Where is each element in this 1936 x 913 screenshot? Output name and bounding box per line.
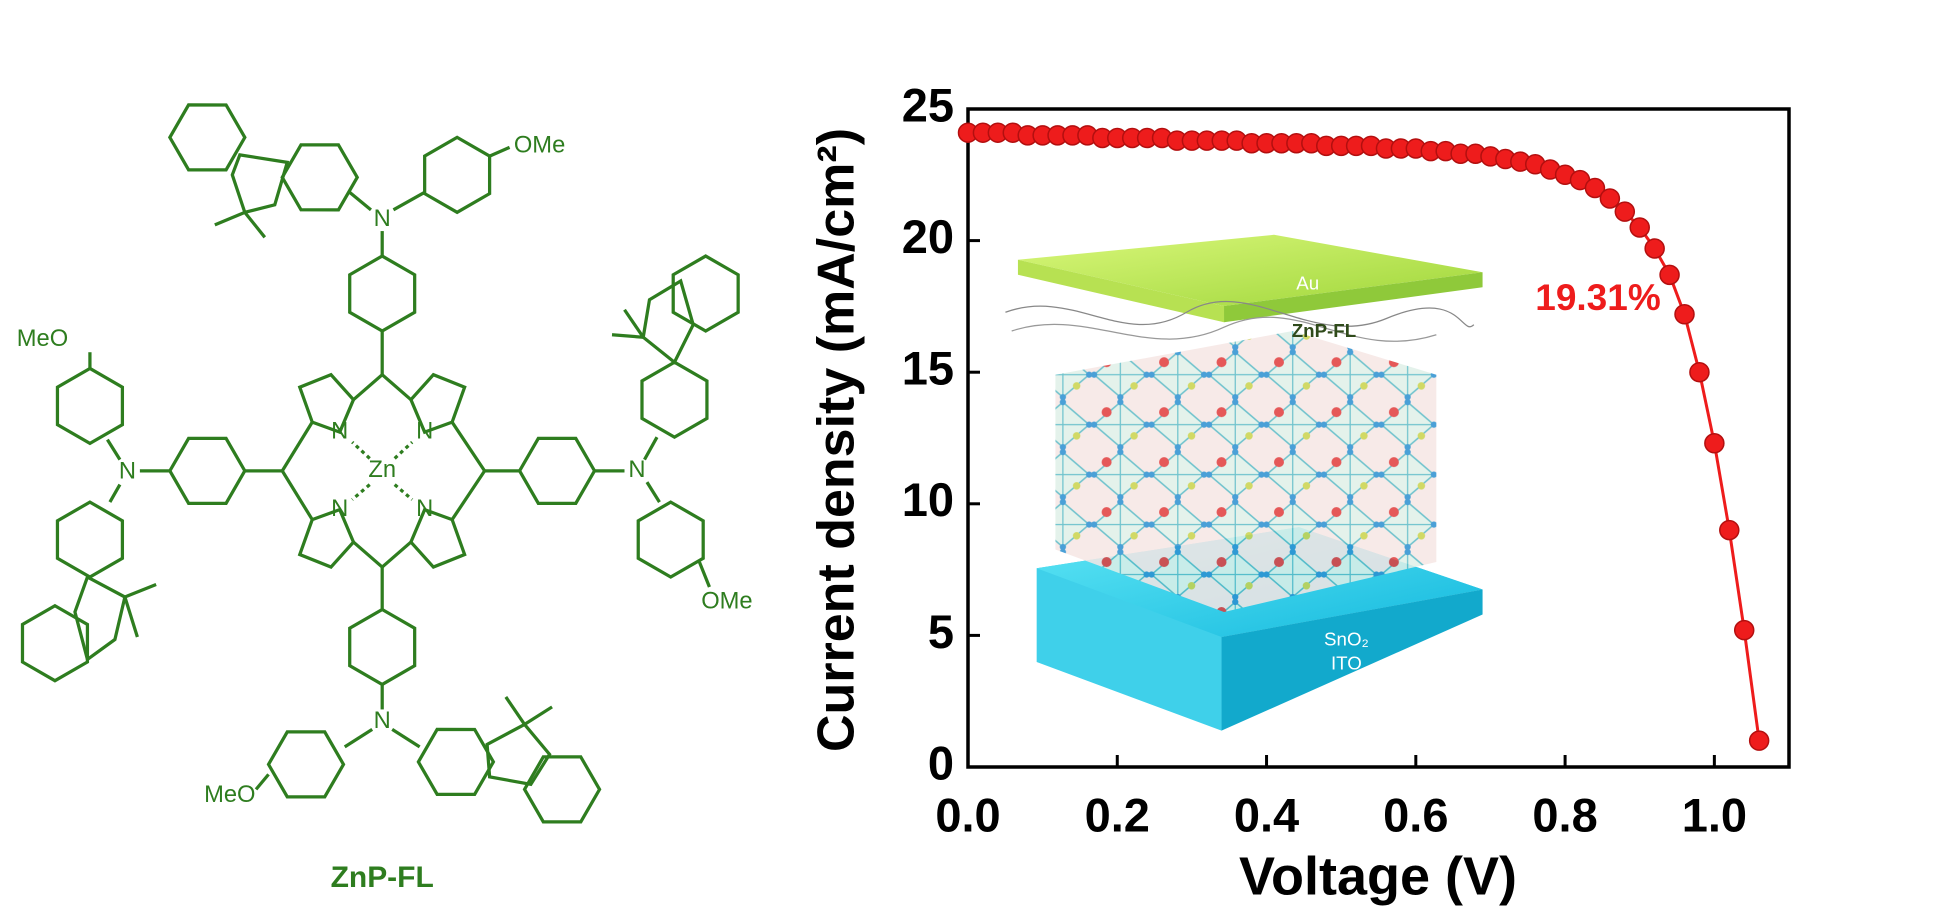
y-tick-label: 0 [928, 736, 954, 789]
x-tick-label: 0.6 [1383, 788, 1448, 841]
atom-label: N [331, 496, 348, 522]
point [1629, 217, 1650, 238]
point [1719, 519, 1740, 541]
y-tick-label: 20 [902, 210, 954, 263]
point [1599, 188, 1621, 209]
point [1644, 238, 1665, 259]
molecule-name: ZnP-FL [331, 861, 434, 894]
point [1584, 177, 1606, 199]
atom-label: N [374, 708, 391, 734]
point [1704, 433, 1725, 454]
atom-label: N [416, 496, 433, 522]
atom-label: MeO [204, 782, 255, 808]
atom-label: MeO [17, 326, 68, 352]
point [1614, 201, 1636, 222]
y-tick-label: 25 [902, 78, 954, 131]
x-tick-label: 0.4 [1234, 788, 1299, 841]
plot-frame [966, 107, 1791, 769]
point [1674, 304, 1695, 325]
inset-label: Au [1296, 273, 1319, 294]
atom-label: N [628, 457, 645, 483]
point [1689, 361, 1710, 383]
x-tick-label: 0.0 [935, 788, 1000, 841]
point [1659, 264, 1680, 286]
annotation: 19.31% [1535, 277, 1661, 318]
x-tick-label: 0.2 [1085, 788, 1150, 841]
y-tick-label: 10 [902, 473, 954, 526]
y-axis-title: Current density (mA/cm²) [808, 128, 866, 752]
x-axis-title: Voltage (V) [1239, 846, 1517, 906]
inset-label: ZnP-FL [1292, 320, 1356, 341]
atom-label: OMe [701, 588, 752, 614]
molecule: Zn N N N N N N N N OMe OMe MeO MeO ZnP-F… [17, 87, 753, 894]
atom-label: Zn [368, 457, 396, 483]
inset-label: ITO [1331, 652, 1362, 673]
atom-label: N [374, 206, 391, 232]
inset-label: SnO₂ [1324, 629, 1369, 650]
point [1733, 619, 1755, 641]
atom-label: N [416, 418, 433, 444]
atom-label: N [119, 458, 136, 484]
point [1748, 730, 1770, 751]
y-tick-label: 15 [902, 342, 954, 395]
x-tick-label: 0.8 [1532, 788, 1597, 841]
y-tick-label: 5 [928, 605, 954, 658]
atom-label: OMe [514, 132, 565, 158]
inset: Au ZnP-FL SnO₂ ITO [1005, 234, 1483, 731]
atom-label: N [331, 418, 348, 444]
x-tick-label: 1.0 [1682, 788, 1747, 841]
